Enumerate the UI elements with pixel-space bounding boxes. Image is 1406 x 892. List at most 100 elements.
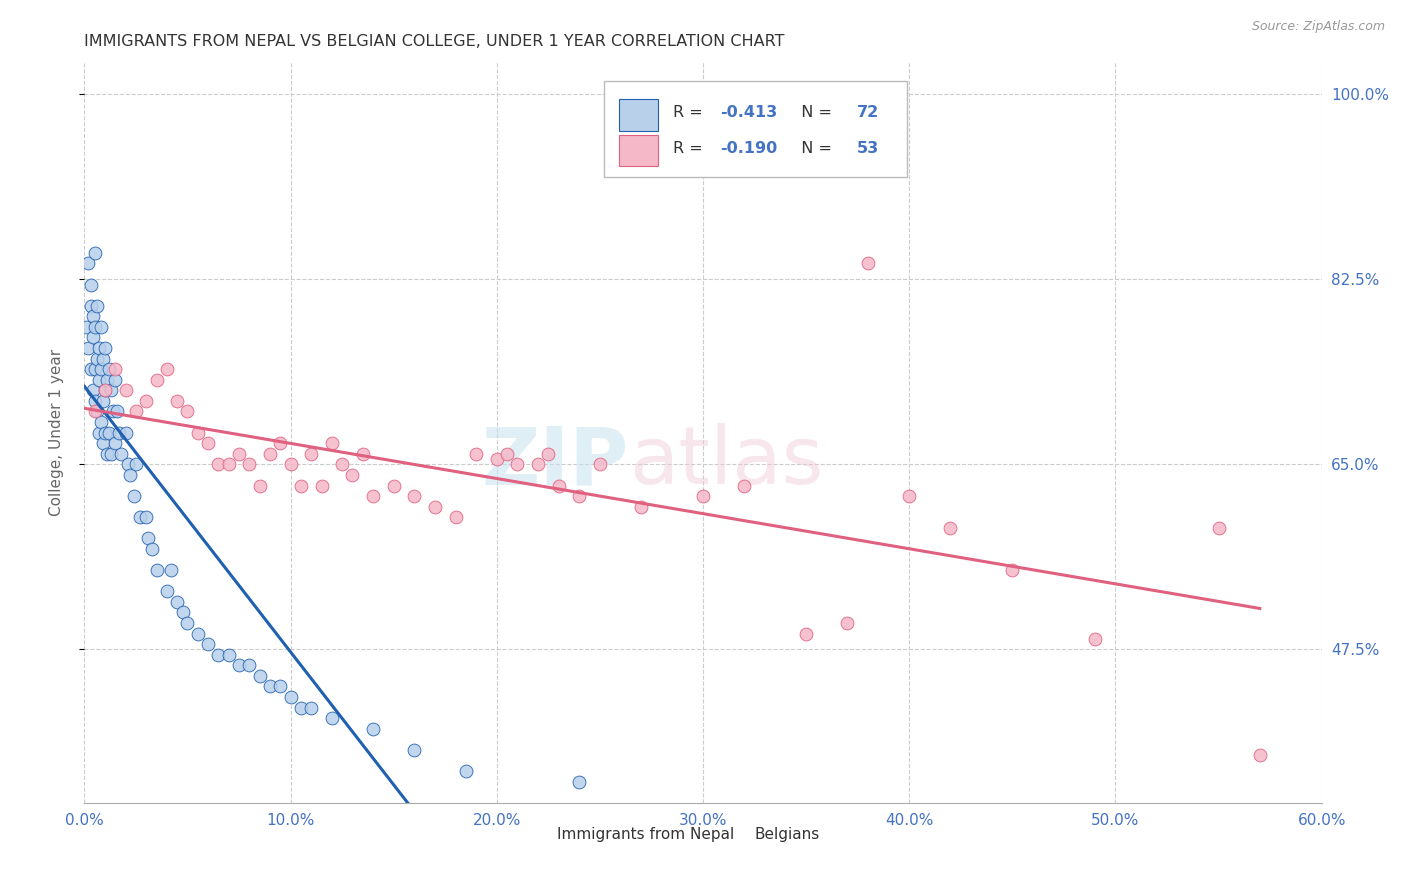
Point — [87, 425, 110, 440]
Point — [82, 330, 104, 344]
Point — [172, 606, 194, 620]
Point — [94, 425, 117, 440]
Point — [207, 458, 229, 472]
Point — [630, 500, 652, 514]
Point — [794, 626, 817, 640]
Text: ZIP: ZIP — [481, 423, 628, 501]
Point — [104, 436, 127, 450]
Text: R =: R = — [673, 141, 709, 155]
Point — [75, 319, 97, 334]
Point — [117, 458, 139, 472]
Point — [160, 563, 183, 577]
Point — [568, 774, 591, 789]
Point — [187, 626, 209, 640]
Point — [79, 362, 101, 376]
Point — [83, 319, 105, 334]
Point — [86, 299, 108, 313]
FancyBboxPatch shape — [605, 81, 907, 178]
Text: -0.190: -0.190 — [720, 141, 778, 155]
Point — [197, 436, 219, 450]
Point — [1208, 521, 1230, 535]
Point — [207, 648, 229, 662]
Point — [228, 658, 250, 673]
Point — [166, 393, 188, 408]
Text: N =: N = — [790, 141, 837, 155]
Point — [321, 436, 343, 450]
Point — [290, 478, 312, 492]
Point — [125, 458, 148, 472]
Text: Source: ZipAtlas.com: Source: ZipAtlas.com — [1251, 20, 1385, 33]
Point — [94, 341, 117, 355]
FancyBboxPatch shape — [619, 99, 658, 130]
Point — [506, 458, 529, 472]
Point — [423, 500, 446, 514]
Point — [361, 722, 384, 736]
Point — [145, 563, 167, 577]
Point — [527, 458, 550, 472]
Point — [156, 362, 179, 376]
Point — [83, 362, 105, 376]
Point — [110, 447, 132, 461]
Point — [136, 532, 159, 546]
Point — [91, 393, 114, 408]
Point — [342, 467, 364, 482]
Point — [156, 584, 179, 599]
FancyBboxPatch shape — [619, 135, 658, 166]
Point — [259, 447, 281, 461]
Point — [83, 404, 105, 418]
Point — [77, 341, 100, 355]
Point — [166, 595, 188, 609]
Point — [299, 700, 322, 714]
Point — [259, 680, 281, 694]
Point — [98, 362, 121, 376]
Point — [83, 393, 105, 408]
Text: N =: N = — [790, 105, 837, 120]
Point — [1249, 748, 1271, 763]
Point — [96, 447, 118, 461]
Point — [141, 541, 163, 556]
Point — [176, 615, 198, 630]
Point — [537, 447, 560, 461]
Point — [404, 743, 426, 757]
Point — [837, 615, 859, 630]
Point — [79, 277, 101, 292]
Point — [125, 404, 148, 418]
Point — [496, 447, 519, 461]
Point — [321, 711, 343, 725]
Point — [404, 489, 426, 503]
Point — [114, 425, 136, 440]
Point — [176, 404, 198, 418]
Point — [108, 425, 131, 440]
Point — [454, 764, 477, 778]
Point — [299, 447, 322, 461]
Point — [589, 458, 612, 472]
Point — [249, 669, 271, 683]
Text: Immigrants from Nepal: Immigrants from Nepal — [557, 827, 734, 842]
Point — [382, 478, 405, 492]
Point — [238, 458, 260, 472]
Point — [83, 245, 105, 260]
Point — [568, 489, 591, 503]
Point — [100, 384, 122, 398]
Text: 72: 72 — [856, 105, 879, 120]
Text: R =: R = — [673, 105, 709, 120]
Point — [135, 510, 157, 524]
Point — [330, 458, 353, 472]
Point — [87, 341, 110, 355]
Point — [1001, 563, 1024, 577]
FancyBboxPatch shape — [527, 823, 551, 847]
Point — [228, 447, 250, 461]
Point — [86, 404, 108, 418]
Point — [269, 436, 291, 450]
Point — [87, 373, 110, 387]
Y-axis label: College, Under 1 year: College, Under 1 year — [49, 349, 63, 516]
Point — [238, 658, 260, 673]
FancyBboxPatch shape — [725, 823, 749, 847]
Point — [465, 447, 488, 461]
Point — [90, 319, 112, 334]
Text: Belgians: Belgians — [755, 827, 820, 842]
Point — [187, 425, 209, 440]
Point — [733, 478, 755, 492]
Point — [77, 256, 100, 270]
Point — [103, 404, 125, 418]
